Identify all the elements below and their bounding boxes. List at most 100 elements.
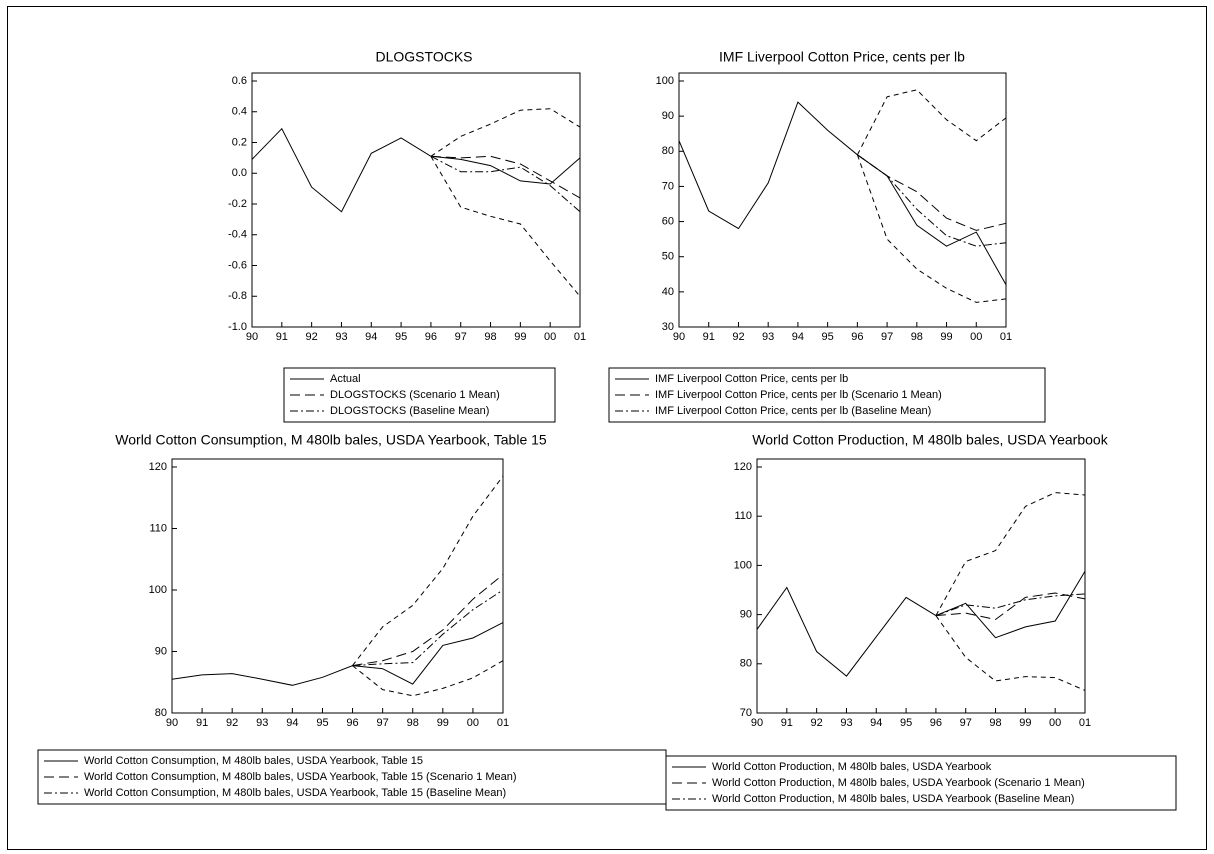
x-tick-label: 01 <box>1079 717 1091 729</box>
x-tick-label: 95 <box>395 331 407 343</box>
series-line <box>251 127 581 213</box>
series-line <box>430 155 581 213</box>
x-tick-label: 97 <box>881 331 893 343</box>
x-tick-label: 99 <box>437 717 449 729</box>
y-tick-label: 110 <box>149 522 167 534</box>
x-tick-label: 94 <box>792 331 804 343</box>
y-tick-label: 100 <box>734 559 752 571</box>
legend-label: IMF Liverpool Cotton Price, cents per lb <box>655 373 848 385</box>
y-tick-label: 80 <box>740 658 752 670</box>
x-tick-label: 96 <box>930 717 942 729</box>
x-tick-label: 93 <box>256 717 268 729</box>
x-tick-label: 98 <box>484 331 496 343</box>
x-tick-label: 00 <box>970 331 982 343</box>
y-tick-label: 90 <box>740 609 752 621</box>
legend-label: IMF Liverpool Cotton Price, cents per lb… <box>655 405 931 417</box>
x-tick-label: 92 <box>811 717 823 729</box>
x-tick-label: 91 <box>781 717 793 729</box>
series-line <box>935 615 1086 691</box>
x-tick-label: 92 <box>732 331 744 343</box>
x-tick-label: 99 <box>1019 717 1031 729</box>
x-tick-label: 95 <box>900 717 912 729</box>
plot-frame <box>756 458 1086 714</box>
x-tick-label: 90 <box>751 717 763 729</box>
legend-box <box>608 367 1046 423</box>
x-tick-label: 97 <box>455 331 467 343</box>
y-tick-label: 90 <box>662 110 674 122</box>
x-tick-label: 91 <box>276 331 288 343</box>
series-line <box>756 571 1086 677</box>
x-tick-label: 91 <box>196 717 208 729</box>
legend-label: World Cotton Consumption, M 480lb bales,… <box>84 755 423 767</box>
chart-title: IMF Liverpool Cotton Price, cents per lb <box>719 49 965 65</box>
x-tick-label: 90 <box>673 331 685 343</box>
y-tick-label: 90 <box>155 645 167 657</box>
legend-label: World Cotton Consumption, M 480lb bales,… <box>84 787 506 799</box>
series-line <box>352 475 504 666</box>
y-tick-label: 110 <box>734 510 752 522</box>
x-tick-label: 94 <box>286 717 298 729</box>
legend-label: World Cotton Production, M 480lb bales, … <box>712 793 1074 805</box>
y-tick-label: 120 <box>734 461 752 473</box>
legend-box <box>37 749 667 805</box>
y-tick-label: 120 <box>149 461 167 473</box>
x-tick-label: 97 <box>377 717 389 729</box>
series-line <box>678 101 1007 286</box>
x-tick-label: 94 <box>870 717 882 729</box>
x-tick-label: 98 <box>407 717 419 729</box>
y-tick-label: -0.2 <box>228 198 247 210</box>
plot-frame <box>171 458 504 714</box>
x-tick-label: 95 <box>822 331 834 343</box>
x-tick-label: 98 <box>911 331 923 343</box>
x-tick-label: 00 <box>467 717 479 729</box>
legend-label: Actual <box>330 373 361 385</box>
series-line <box>857 154 1007 231</box>
x-tick-label: 96 <box>346 717 358 729</box>
series-line <box>856 154 1007 303</box>
y-tick-label: 0.2 <box>232 136 247 148</box>
x-tick-label: 99 <box>940 331 952 343</box>
x-tick-label: 99 <box>514 331 526 343</box>
y-tick-label: 80 <box>662 145 674 157</box>
series-line <box>856 89 1007 156</box>
x-tick-label: 01 <box>1000 331 1012 343</box>
x-tick-label: 91 <box>703 331 715 343</box>
x-tick-label: 96 <box>425 331 437 343</box>
series-line <box>857 154 1007 247</box>
chart-title: World Cotton Production, M 480lb bales, … <box>752 432 1108 448</box>
y-tick-label: -0.4 <box>228 229 247 241</box>
y-tick-label: 60 <box>662 215 674 227</box>
x-tick-label: 94 <box>365 331 377 343</box>
x-tick-label: 90 <box>166 717 178 729</box>
x-tick-label: 96 <box>851 331 863 343</box>
y-tick-label: 40 <box>662 286 674 298</box>
legend-label: World Cotton Consumption, M 480lb bales,… <box>84 771 517 783</box>
plot-frame <box>678 72 1007 328</box>
x-tick-label: 01 <box>574 331 586 343</box>
y-tick-label: 0.0 <box>232 167 247 179</box>
y-tick-label: 50 <box>662 251 674 263</box>
plot-frame <box>251 72 581 328</box>
legend-label: World Cotton Production, M 480lb bales, … <box>712 761 992 773</box>
x-tick-label: 00 <box>1049 717 1061 729</box>
y-tick-label: 100 <box>149 584 167 596</box>
legend-box <box>665 755 1177 811</box>
series-line <box>430 108 581 157</box>
series-line <box>171 622 504 686</box>
chart-title: World Cotton Consumption, M 480lb bales,… <box>115 432 547 448</box>
x-tick-label: 92 <box>226 717 238 729</box>
y-tick-label: 70 <box>662 180 674 192</box>
x-tick-label: 93 <box>762 331 774 343</box>
y-tick-label: 30 <box>662 321 674 333</box>
x-tick-label: 90 <box>246 331 258 343</box>
x-tick-label: 95 <box>316 717 328 729</box>
legend-label: IMF Liverpool Cotton Price, cents per lb… <box>655 389 942 401</box>
y-tick-label: -0.6 <box>228 259 247 271</box>
series-line <box>352 574 504 667</box>
x-tick-label: 98 <box>989 717 1001 729</box>
series-line <box>352 660 504 697</box>
y-tick-label: 100 <box>656 75 674 87</box>
y-tick-label: 70 <box>740 707 752 719</box>
legend-label: DLOGSTOCKS (Baseline Mean) <box>330 405 489 417</box>
